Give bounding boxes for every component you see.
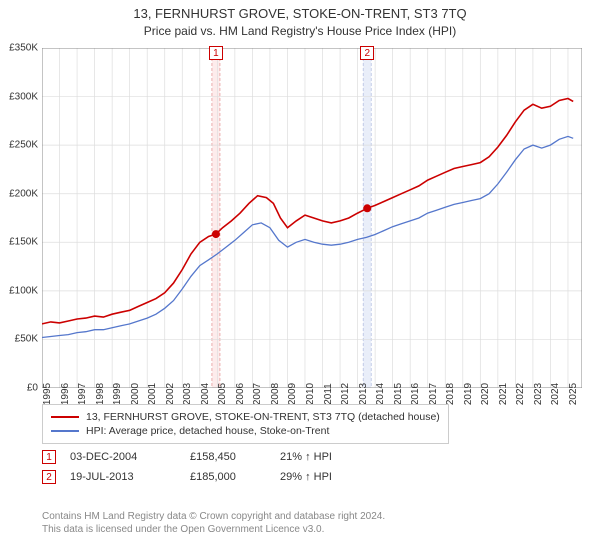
x-tick-label: 2022 [515,383,526,405]
x-tick-label: 2003 [182,383,193,405]
chart-marker-box: 2 [360,46,374,60]
title-address: 13, FERNHURST GROVE, STOKE-ON-TRENT, ST3… [0,6,600,21]
x-tick-label: 2014 [375,383,386,405]
transaction-price: £185,000 [190,471,280,483]
x-tick-label: 2023 [533,383,544,405]
x-tick-label: 2019 [463,383,474,405]
chart-svg [42,48,582,388]
legend-label: 13, FERNHURST GROVE, STOKE-ON-TRENT, ST3… [86,411,440,423]
x-tick-label: 2025 [568,383,579,405]
x-tick-label: 2002 [165,383,176,405]
transaction-row: 2 19-JUL-2013£185,00029% ↑ HPI [42,470,370,484]
legend-swatch [51,416,79,418]
x-tick-label: 2010 [305,383,316,405]
x-tick-label: 2007 [252,383,263,405]
transaction-pct: 29% ↑ HPI [280,471,370,483]
x-tick-label: 2004 [200,383,211,405]
chart-marker-box: 1 [209,46,223,60]
legend-item: HPI: Average price, detached house, Stok… [51,425,440,437]
x-tick-label: 2017 [428,383,439,405]
x-tick-label: 2009 [287,383,298,405]
x-tick-label: 2018 [445,383,456,405]
x-tick-label: 1999 [112,383,123,405]
transaction-list: 1 03-DEC-2004£158,45021% ↑ HPI 2 19-JUL-201… [42,450,370,490]
transaction-marker-box: 2 [42,470,56,484]
x-tick-label: 2005 [217,383,228,405]
x-tick-label: 1996 [60,383,71,405]
y-tick-label: £0 [0,383,38,394]
y-tick-label: £100K [0,285,38,296]
chart-area: £0£50K£100K£150K£200K£250K£300K£350K1995… [42,48,582,388]
transaction-price: £158,450 [190,451,280,463]
x-tick-label: 2008 [270,383,281,405]
title-area: 13, FERNHURST GROVE, STOKE-ON-TRENT, ST3… [0,0,600,38]
x-tick-label: 1998 [95,383,106,405]
transaction-date: 03-DEC-2004 [70,451,190,463]
x-tick-label: 2015 [393,383,404,405]
footer-line2: This data is licensed under the Open Gov… [42,523,385,536]
x-tick-label: 2001 [147,383,158,405]
x-tick-label: 2012 [340,383,351,405]
y-tick-label: £300K [0,91,38,102]
title-subtitle: Price paid vs. HM Land Registry's House … [0,24,600,38]
y-tick-label: £50K [0,334,38,345]
footer-line1: Contains HM Land Registry data © Crown c… [42,510,385,523]
transaction-row: 1 03-DEC-2004£158,45021% ↑ HPI [42,450,370,464]
y-tick-label: £150K [0,237,38,248]
transaction-marker-box: 1 [42,450,56,464]
transaction-date: 19-JUL-2013 [70,471,190,483]
x-tick-label: 2020 [480,383,491,405]
x-tick-label: 2016 [410,383,421,405]
chart-container: 13, FERNHURST GROVE, STOKE-ON-TRENT, ST3… [0,0,600,560]
x-tick-label: 2013 [358,383,369,405]
legend-swatch [51,430,79,432]
legend-item: 13, FERNHURST GROVE, STOKE-ON-TRENT, ST3… [51,411,440,423]
x-tick-label: 2000 [130,383,141,405]
y-tick-label: £350K [0,43,38,54]
y-tick-label: £200K [0,188,38,199]
y-tick-label: £250K [0,140,38,151]
footer-text: Contains HM Land Registry data © Crown c… [42,510,385,536]
x-tick-label: 1997 [77,383,88,405]
transaction-pct: 21% ↑ HPI [280,451,370,463]
legend-label: HPI: Average price, detached house, Stok… [86,425,329,437]
x-tick-label: 2011 [323,383,334,405]
x-tick-label: 1995 [42,383,53,405]
legend-box: 13, FERNHURST GROVE, STOKE-ON-TRENT, ST3… [42,404,449,444]
x-tick-label: 2021 [498,383,509,405]
x-tick-label: 2006 [235,383,246,405]
x-tick-label: 2024 [550,383,561,405]
